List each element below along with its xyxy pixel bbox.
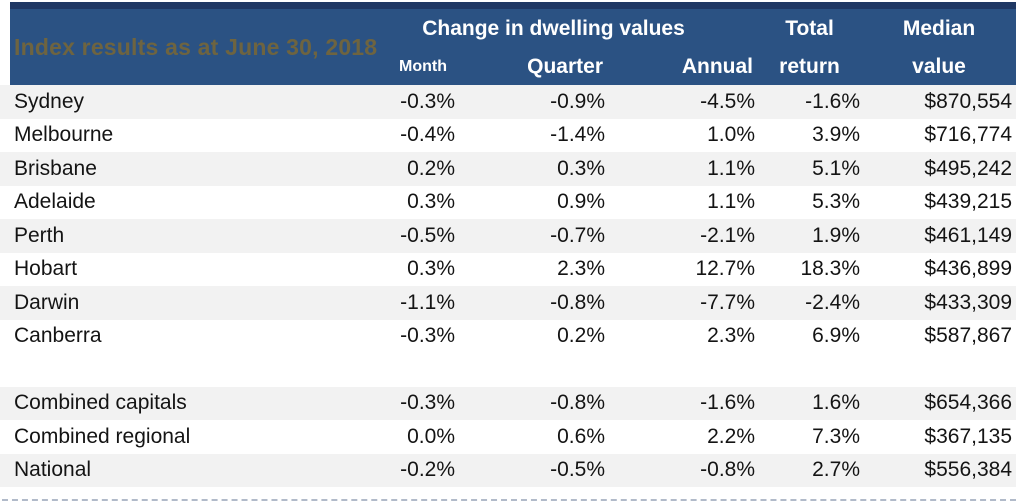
column-header-return: return <box>779 55 840 78</box>
month-cell: 0.0% <box>407 424 455 448</box>
total-return-cell: -1.6% <box>805 89 860 113</box>
quarter-cell: -0.9% <box>550 89 605 113</box>
median-value-cell: $461,149 <box>924 223 1012 247</box>
annual-cell: 12.7% <box>695 257 755 281</box>
quarter-cell: 2.3% <box>557 257 605 281</box>
annual-cell: 1.1% <box>707 156 755 180</box>
column-header-annual: Annual <box>681 55 753 78</box>
total-return-cell: 5.3% <box>812 190 860 214</box>
table-header: Index results as at June 30, 2018 Change… <box>10 9 1016 85</box>
table-row: Darwin -1.1% -0.8% -7.7% -2.4% $433,309 <box>0 286 1016 320</box>
month-cell: 0.2% <box>407 156 455 180</box>
quarter-cell: -1.4% <box>550 123 605 147</box>
total-return-cell: 1.6% <box>812 391 860 415</box>
table-body: Sydney -0.3% -0.9% -4.5% -1.6% $870,554 Melbou… <box>0 85 1016 487</box>
median-value-cell: $870,554 <box>924 89 1012 113</box>
column-header-value: value <box>912 55 966 78</box>
median-value-cell: $433,309 <box>924 290 1012 314</box>
month-cell: 0.3% <box>407 190 455 214</box>
annual-cell: 2.3% <box>707 324 755 348</box>
total-return-cell: 7.3% <box>812 424 860 448</box>
month-cell: -0.2% <box>400 458 455 482</box>
column-header-quarter: Quarter <box>527 55 603 78</box>
table-header-block: Index results as at June 30, 2018 Change… <box>10 2 1016 85</box>
quarter-cell: 0.2% <box>557 324 605 348</box>
region-cell: Hobart <box>14 257 78 281</box>
column-header-total: Total <box>785 17 834 40</box>
region-cell: Adelaide <box>14 190 96 214</box>
table-row: Combined capitals -0.3% -0.8% -1.6% 1.6% $654… <box>0 386 1016 420</box>
annual-cell: 2.2% <box>707 424 755 448</box>
table-row: Perth -0.5% -0.7% -2.1% 1.9% $461,149 <box>0 219 1016 253</box>
annual-cell: 1.1% <box>707 190 755 214</box>
total-return-cell: -2.4% <box>805 290 860 314</box>
median-value-cell: $587,867 <box>924 324 1012 348</box>
region-cell: Combined regional <box>14 424 191 448</box>
region-cell: National <box>14 458 92 482</box>
header-top-bar <box>10 2 1016 9</box>
median-value-cell: $436,899 <box>924 257 1012 281</box>
quarter-cell: 0.9% <box>557 190 605 214</box>
annual-cell: -0.8% <box>700 458 755 482</box>
header-change-in-dwelling-values: Change in dwelling values <box>422 17 685 40</box>
total-return-cell: 3.9% <box>812 123 860 147</box>
month-cell: -0.3% <box>400 89 455 113</box>
median-value-cell: $495,242 <box>924 156 1012 180</box>
total-return-cell: 18.3% <box>800 257 860 281</box>
annual-cell: -1.6% <box>700 391 755 415</box>
annual-cell: 1.0% <box>707 123 755 147</box>
month-cell: 0.3% <box>407 257 455 281</box>
annual-cell: -7.7% <box>700 290 755 314</box>
column-header-month: Month <box>399 58 447 75</box>
bottom-page-break-line <box>2 499 1016 501</box>
month-cell: -0.5% <box>400 223 455 247</box>
table-row: Adelaide 0.3% 0.9% 1.1% 5.3% $439,215 <box>0 185 1016 219</box>
table-title: Index results as at June 30, 2018 <box>14 33 378 60</box>
annual-cell: -2.1% <box>700 223 755 247</box>
quarter-cell: -0.8% <box>550 290 605 314</box>
month-cell: -0.4% <box>400 123 455 147</box>
quarter-cell: -0.5% <box>550 458 605 482</box>
quarter-cell: 0.3% <box>557 156 605 180</box>
region-cell: Perth <box>14 223 65 247</box>
total-return-cell: 2.7% <box>812 458 860 482</box>
quarter-cell: 0.6% <box>557 424 605 448</box>
month-cell: -1.1% <box>400 290 455 314</box>
table-row: Combined regional 0.0% 0.6% 2.2% 7.3% $367,13… <box>0 420 1016 454</box>
region-cell: Darwin <box>14 290 80 314</box>
total-return-cell: 1.9% <box>812 223 860 247</box>
median-value-cell: $716,774 <box>924 123 1012 147</box>
region-cell: Melbourne <box>14 123 114 147</box>
month-cell: -0.3% <box>400 324 455 348</box>
median-value-cell: $654,366 <box>924 391 1012 415</box>
median-value-cell: $439,215 <box>924 190 1012 214</box>
table-row: Brisbane 0.2% 0.3% 1.1% 5.1% $495,242 <box>0 152 1016 186</box>
quarter-cell: -0.8% <box>550 391 605 415</box>
table-row: National -0.2% -0.5% -0.8% 2.7% $556,384 <box>0 453 1016 487</box>
region-cell: Brisbane <box>14 156 97 180</box>
annual-cell: -4.5% <box>700 89 755 113</box>
table-row: Canberra -0.3% 0.2% 2.3% 6.9% $587,867 <box>0 319 1016 353</box>
median-value-cell: $556,384 <box>924 458 1012 482</box>
month-cell: -0.3% <box>400 391 455 415</box>
quarter-cell: -0.7% <box>550 223 605 247</box>
table-row: Melbourne -0.4% -1.4% 1.0% 3.9% $716,774 <box>0 118 1016 152</box>
median-value-cell: $367,135 <box>924 424 1012 448</box>
region-cell: Canberra <box>14 324 102 348</box>
total-return-cell: 5.1% <box>812 156 860 180</box>
table-row: Sydney -0.3% -0.9% -4.5% -1.6% $870,554 <box>0 85 1016 119</box>
spacer-row <box>0 353 1016 387</box>
column-header-median: Median <box>902 17 976 40</box>
region-cell: Sydney <box>14 89 85 113</box>
table-row: Hobart 0.3% 2.3% 12.7% 18.3% $436,899 <box>0 252 1016 286</box>
total-return-cell: 6.9% <box>812 324 860 348</box>
region-cell: Combined capitals <box>14 391 187 415</box>
